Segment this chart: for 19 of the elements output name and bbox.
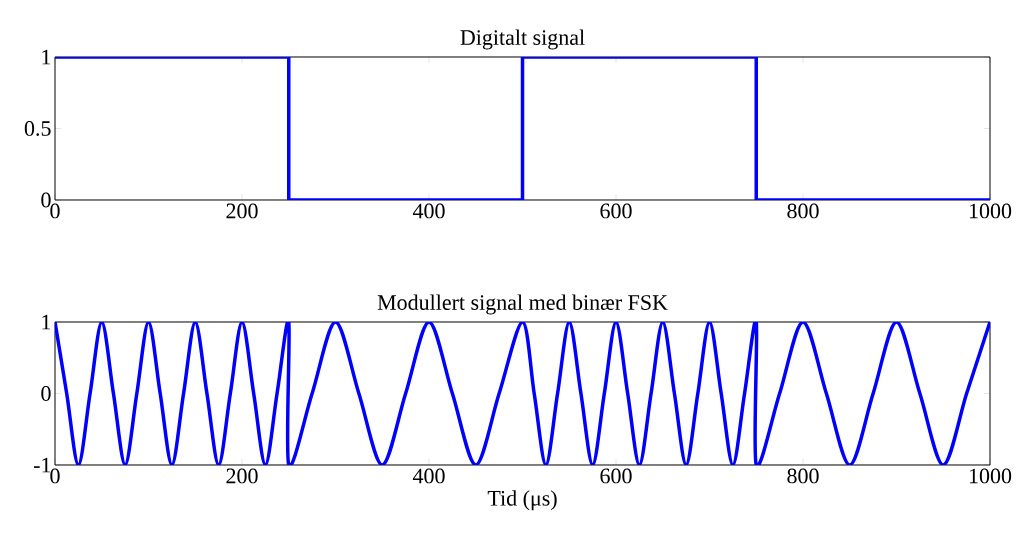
y-tick-label: 1 <box>42 314 51 330</box>
x-tick-label: 200 <box>226 203 258 219</box>
y-tick-label: 1 <box>42 49 51 65</box>
x-tick-label: 400 <box>412 468 445 484</box>
chart-title: Modullert signal med binær FSK <box>377 294 668 315</box>
y-tick-label: -1 <box>33 457 51 473</box>
y-tick-label: 0 <box>41 386 51 401</box>
y-tick-label: 0.5 <box>24 121 51 136</box>
x-tick-label: 600 <box>600 203 632 219</box>
x-tick-label: 800 <box>787 468 819 484</box>
x-tick-label: 800 <box>787 203 819 219</box>
x-tick-label: 200 <box>226 468 258 484</box>
chart-title: Digitalt signal <box>460 29 585 50</box>
x-tick-label: 1000 <box>969 203 1012 219</box>
x-tick-label: 600 <box>600 468 632 484</box>
y-tick-label: 0 <box>41 192 51 208</box>
x-tick-label: 1000 <box>969 468 1012 484</box>
x-axis-title: Tid (μs) <box>487 490 557 511</box>
x-tick-label: 400 <box>412 203 445 219</box>
